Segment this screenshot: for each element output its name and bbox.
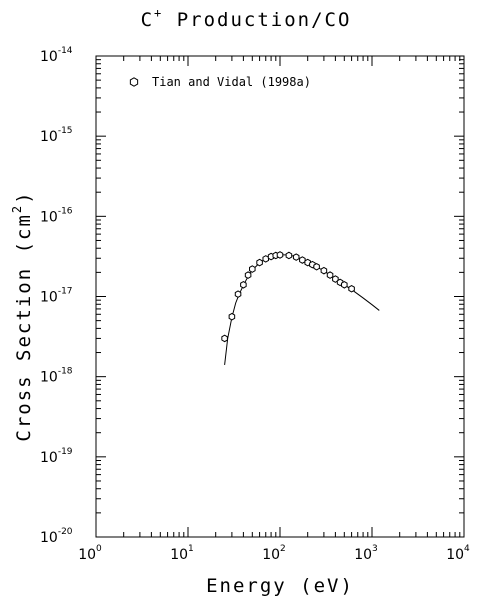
data-point — [304, 258, 311, 267]
x-tick-label: 102 — [262, 544, 286, 563]
y-tick-label: 10-14 — [40, 46, 73, 65]
x-tick-label: 104 — [446, 544, 470, 563]
x-axis-label: Energy (eV) — [206, 575, 354, 597]
y-axis-label-base: Cross Section (cm — [13, 213, 35, 441]
data-point — [249, 265, 256, 273]
data-point — [313, 262, 320, 271]
y-tick-label: 10-18 — [40, 367, 73, 386]
legend-marker-hexagon-icon — [129, 77, 139, 87]
x-tick-label: 100 — [78, 544, 102, 563]
data-point — [262, 255, 270, 263]
y-tick-label: 10-17 — [40, 287, 73, 306]
axis-ticks — [95, 55, 465, 538]
legend-entry-label: Tian and Vidal (1998a) — [152, 75, 311, 89]
data-point — [285, 251, 293, 260]
plot-frame — [95, 55, 465, 538]
fit-curve-line — [224, 254, 380, 366]
data-point — [332, 275, 339, 283]
y-axis-label-rest: ) — [13, 190, 35, 203]
data-point — [276, 251, 284, 259]
data-point — [228, 312, 236, 321]
data-point — [244, 271, 252, 279]
y-tick-label: 10-20 — [40, 527, 73, 546]
data-point — [326, 271, 334, 279]
data-point — [256, 258, 263, 267]
data-point — [221, 334, 228, 343]
y-axis-label-sup: 2 — [10, 204, 24, 213]
chart-title-sup: + — [154, 6, 163, 20]
x-tick-labels: 100 101 102 103 104 — [78, 544, 470, 563]
y-tick-labels: 10-20 10-19 10-18 10-17 10-16 10-15 10-14 — [40, 46, 73, 546]
y-tick-label: 10-15 — [40, 126, 73, 145]
y-tick-label: 10-16 — [40, 206, 73, 225]
chart-title-base: C — [141, 9, 154, 31]
y-tick-label: 10-19 — [40, 447, 73, 466]
y-axis-label: Cross Section (cm2) — [10, 190, 35, 441]
data-point — [234, 290, 242, 298]
data-point — [341, 281, 348, 289]
x-tick-label: 101 — [170, 544, 194, 563]
svg-text:Cross Section (cm2): Cross Section (cm2) — [10, 190, 35, 441]
data-point — [320, 266, 328, 275]
chart-title-rest: Production/CO — [163, 9, 351, 31]
x-tick-label: 103 — [354, 544, 378, 563]
data-point — [348, 284, 355, 293]
data-point — [240, 281, 247, 289]
svg-text:C+ Production/CO: C+ Production/CO — [141, 6, 352, 31]
legend: Tian and Vidal (1998a) — [129, 75, 311, 89]
chart-title: C+ Production/CO — [141, 6, 352, 31]
data-points — [221, 251, 355, 343]
data-point — [299, 256, 306, 264]
data-point — [292, 253, 300, 261]
